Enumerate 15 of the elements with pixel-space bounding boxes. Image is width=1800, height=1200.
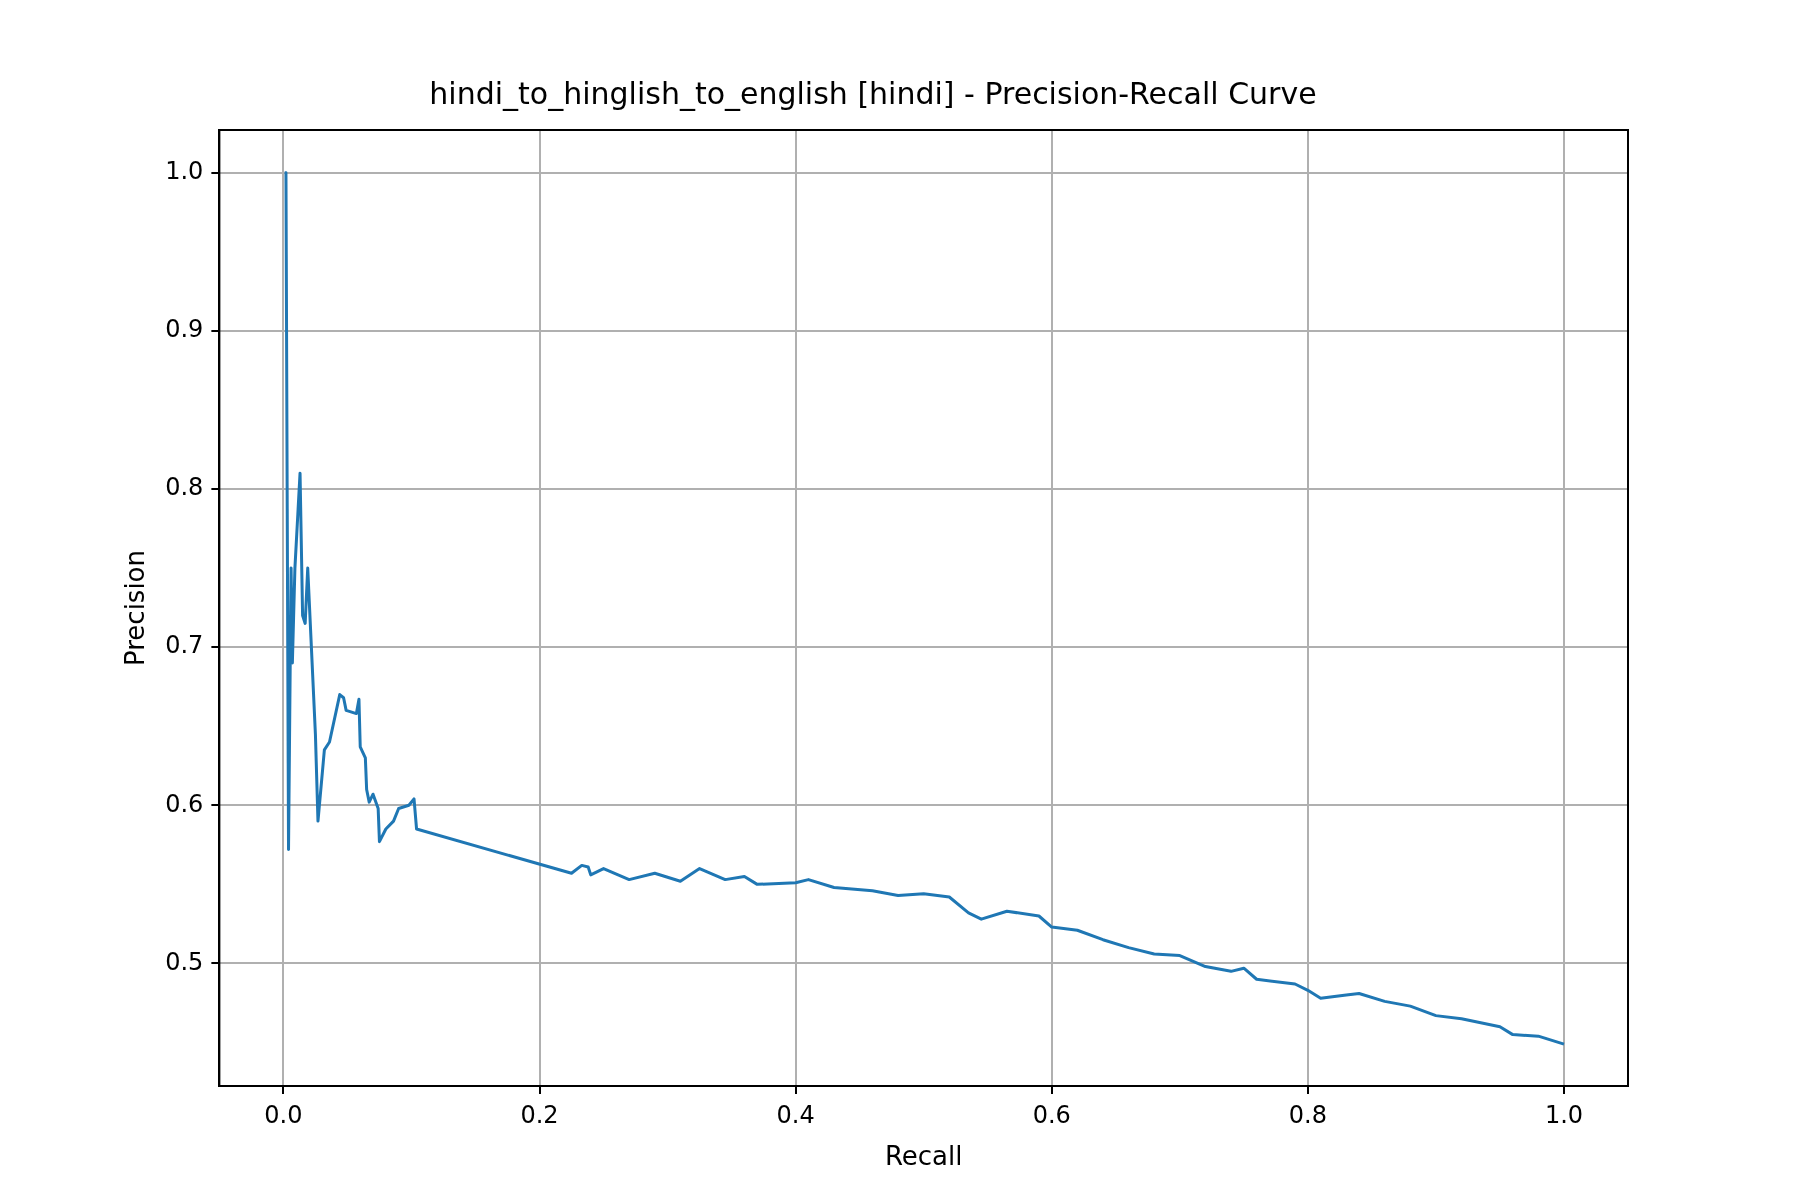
x-axis-title: Recall: [884, 1141, 963, 1172]
y-tick-label: 0.9: [165, 315, 204, 344]
y-axis-title: Precision: [120, 549, 151, 667]
x-tick-label: 0.4: [776, 1100, 815, 1129]
x-tick-label: 0.2: [520, 1100, 559, 1129]
y-tick-label: 0.6: [165, 789, 204, 818]
y-tick-label: 0.7: [165, 631, 204, 660]
x-tick-label: 0.0: [264, 1100, 303, 1129]
x-tick-label: 0.6: [1032, 1100, 1071, 1129]
y-tick-label: 1.0: [165, 156, 204, 185]
chart-title: hindi_to_hinglish_to_english [hindi] - Precision-Recall Curve: [429, 75, 1317, 111]
y-tick-label: 0.8: [165, 473, 204, 502]
x-tick-label: 1.0: [1544, 1100, 1584, 1129]
y-tick-label: 0.5: [165, 947, 204, 976]
x-tick-label: 0.8: [1288, 1100, 1327, 1129]
